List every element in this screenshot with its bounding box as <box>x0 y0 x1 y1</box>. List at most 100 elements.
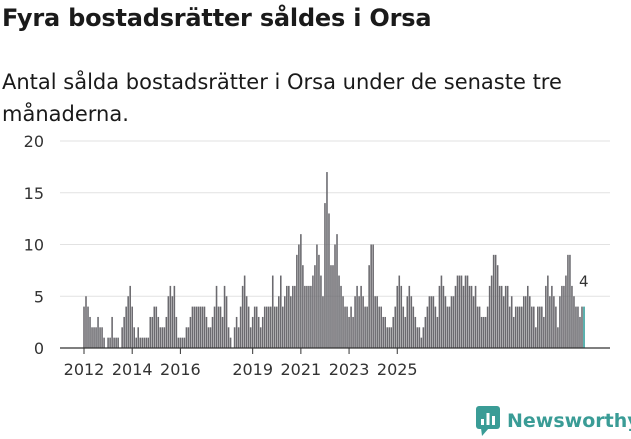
bar <box>571 285 573 348</box>
bar <box>203 306 206 348</box>
bar <box>442 285 445 348</box>
newsworthy-logo: Newsworthy <box>476 406 631 436</box>
bar <box>163 327 166 348</box>
bar <box>480 316 483 348</box>
bar <box>183 337 186 348</box>
bar <box>502 296 505 348</box>
bar <box>95 327 97 348</box>
bar <box>388 327 391 348</box>
bar <box>555 306 557 348</box>
bar <box>85 296 87 348</box>
bar-chart-speech-icon <box>476 406 500 436</box>
x-tick-label: 2023 <box>329 360 370 379</box>
bar <box>394 306 397 348</box>
bar <box>533 306 535 348</box>
chart-subtitle: Antal sålda bostadsrätter i Orsa under d… <box>2 70 562 126</box>
bar <box>308 285 310 348</box>
bar <box>117 337 119 348</box>
bar <box>432 296 435 348</box>
bar <box>123 316 125 348</box>
bar <box>390 327 393 348</box>
y-axis: 0 5 10 15 20 <box>24 132 44 358</box>
bar <box>271 275 274 348</box>
bar <box>450 296 453 348</box>
bar <box>468 285 471 348</box>
bar <box>518 306 521 348</box>
bar <box>284 296 286 348</box>
bar <box>324 203 326 348</box>
bar <box>398 275 401 348</box>
bar <box>420 337 423 348</box>
bar <box>288 285 290 348</box>
bar <box>374 296 376 348</box>
bar <box>460 275 463 348</box>
bar <box>338 275 340 348</box>
bar <box>430 296 433 348</box>
bar <box>157 316 160 348</box>
bar <box>545 285 547 348</box>
bar <box>348 316 350 348</box>
bar <box>261 316 264 348</box>
bar <box>472 296 475 348</box>
x-tick-label: 2016 <box>160 360 201 379</box>
bar <box>93 327 95 348</box>
bar <box>428 296 431 348</box>
bar <box>486 306 489 348</box>
bar <box>488 285 491 348</box>
bar <box>251 316 254 348</box>
bar <box>412 306 415 348</box>
bar <box>350 306 352 348</box>
bar-latest <box>583 306 585 348</box>
bar <box>342 296 344 348</box>
bar <box>579 316 581 348</box>
bar <box>133 327 135 348</box>
bar <box>454 285 457 348</box>
bar <box>514 306 517 348</box>
bar <box>109 337 111 348</box>
bar <box>346 306 348 348</box>
bar <box>165 316 168 348</box>
bar <box>440 275 443 348</box>
bar <box>372 244 374 348</box>
bar <box>257 316 260 348</box>
bar <box>553 296 555 348</box>
bar <box>275 306 278 348</box>
bar <box>522 296 525 348</box>
bar <box>312 275 314 348</box>
bar <box>286 285 288 348</box>
bar <box>141 337 144 348</box>
bar <box>539 306 541 348</box>
bar <box>298 244 300 348</box>
bar <box>201 306 204 348</box>
bar <box>219 306 222 348</box>
bar <box>494 254 497 348</box>
bar <box>444 296 447 348</box>
bar <box>290 296 292 348</box>
bar <box>352 316 354 348</box>
bar <box>280 275 282 348</box>
bar <box>458 275 461 348</box>
bar <box>171 296 174 348</box>
bar <box>549 296 551 348</box>
bar <box>543 316 545 348</box>
bar <box>169 285 172 348</box>
bar <box>101 327 103 348</box>
bar <box>498 285 501 348</box>
bar <box>209 327 212 348</box>
bar <box>121 327 123 348</box>
bar <box>358 296 360 348</box>
bar <box>476 306 479 348</box>
bar <box>364 306 366 348</box>
y-tick-label: 0 <box>34 339 44 358</box>
bar <box>400 285 403 348</box>
gridlines <box>60 140 610 297</box>
bar <box>370 244 372 348</box>
bar <box>145 337 148 348</box>
bar <box>382 316 384 348</box>
bar <box>408 285 411 348</box>
bar <box>547 275 549 348</box>
bar <box>535 327 537 348</box>
bar <box>143 337 146 348</box>
bar <box>217 306 220 348</box>
